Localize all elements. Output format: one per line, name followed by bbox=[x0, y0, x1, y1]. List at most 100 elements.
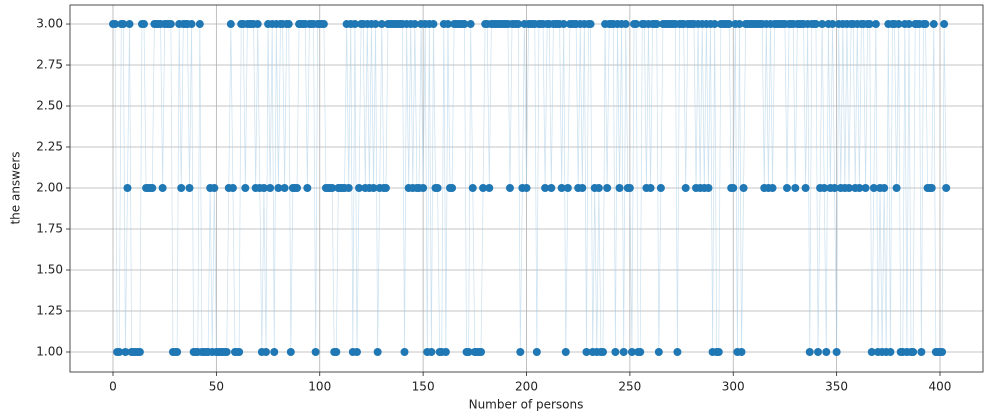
data-point bbox=[195, 20, 204, 29]
y-tick-label: 2.25 bbox=[36, 140, 63, 154]
data-point bbox=[598, 347, 607, 356]
data-point bbox=[319, 20, 328, 29]
data-point bbox=[541, 184, 550, 193]
data-point bbox=[532, 347, 541, 356]
data-point bbox=[293, 184, 302, 193]
data-point bbox=[429, 20, 438, 29]
data-point bbox=[241, 184, 250, 193]
data-point bbox=[259, 184, 268, 193]
data-point bbox=[855, 184, 864, 193]
data-point bbox=[381, 184, 390, 193]
data-point bbox=[625, 184, 634, 193]
data-point bbox=[119, 20, 128, 29]
data-point bbox=[611, 347, 620, 356]
y-tick-label: 2.75 bbox=[36, 58, 63, 72]
data-point bbox=[865, 20, 874, 29]
data-point bbox=[828, 20, 837, 29]
data-point bbox=[927, 184, 936, 193]
data-point bbox=[704, 184, 713, 193]
data-point bbox=[735, 20, 744, 29]
data-point bbox=[443, 20, 452, 29]
data-point bbox=[621, 20, 630, 29]
data-point bbox=[894, 20, 903, 29]
data-point bbox=[768, 184, 777, 193]
data-point bbox=[673, 347, 682, 356]
data-point bbox=[477, 347, 486, 356]
data-point bbox=[235, 347, 244, 356]
data-point bbox=[466, 20, 475, 29]
y-tick-label: 3.00 bbox=[36, 17, 63, 31]
data-point bbox=[328, 184, 337, 193]
data-point bbox=[187, 20, 196, 29]
y-tick-label: 1.50 bbox=[36, 263, 63, 277]
data-point bbox=[433, 184, 442, 193]
data-point bbox=[158, 184, 167, 193]
data-point bbox=[830, 184, 839, 193]
data-point bbox=[123, 184, 132, 193]
data-point bbox=[369, 184, 378, 193]
data-point bbox=[479, 184, 488, 193]
data-point bbox=[904, 20, 913, 29]
data-point bbox=[725, 20, 734, 29]
data-point bbox=[586, 20, 595, 29]
data-point bbox=[111, 20, 120, 29]
data-point bbox=[125, 20, 134, 29]
data-point bbox=[869, 184, 878, 193]
data-point bbox=[400, 347, 409, 356]
x-tick-label: 0 bbox=[109, 380, 117, 394]
data-point bbox=[814, 347, 823, 356]
data-point bbox=[739, 184, 748, 193]
data-point bbox=[468, 184, 477, 193]
data-point bbox=[681, 184, 690, 193]
data-point bbox=[636, 347, 645, 356]
data-point bbox=[811, 20, 820, 29]
data-point bbox=[115, 347, 124, 356]
data-point bbox=[871, 20, 880, 29]
plot-frame bbox=[69, 4, 984, 373]
data-point bbox=[355, 184, 364, 193]
data-point bbox=[656, 184, 665, 193]
y-tick-label: 2.00 bbox=[36, 181, 63, 195]
x-axis-label: Number of persons bbox=[469, 398, 584, 412]
data-point bbox=[448, 184, 457, 193]
data-point bbox=[303, 184, 312, 193]
x-tick-label: 100 bbox=[308, 380, 331, 394]
data-point bbox=[594, 184, 603, 193]
data-point bbox=[173, 347, 182, 356]
data-point bbox=[286, 347, 295, 356]
data-point bbox=[311, 347, 320, 356]
data-point bbox=[801, 184, 810, 193]
data-point bbox=[284, 20, 293, 29]
data-point bbox=[845, 184, 854, 193]
x-tick-label: 350 bbox=[825, 380, 848, 394]
data-point bbox=[419, 184, 428, 193]
data-point bbox=[921, 20, 930, 29]
data-point bbox=[582, 347, 591, 356]
y-tick-label: 2.50 bbox=[36, 99, 63, 113]
data-point bbox=[619, 347, 628, 356]
data-point bbox=[344, 184, 353, 193]
data-point bbox=[522, 184, 531, 193]
x-tick-label: 400 bbox=[929, 380, 952, 394]
data-point bbox=[791, 184, 800, 193]
data-point bbox=[563, 184, 572, 193]
data-point bbox=[729, 184, 738, 193]
data-point bbox=[261, 347, 270, 356]
data-point bbox=[441, 347, 450, 356]
x-tick-label: 50 bbox=[209, 380, 224, 394]
data-point bbox=[377, 20, 386, 29]
data-point bbox=[559, 20, 568, 29]
data-point bbox=[266, 184, 275, 193]
data-point bbox=[148, 184, 157, 193]
data-point bbox=[350, 20, 359, 29]
data-point bbox=[547, 184, 556, 193]
y-tick-label: 1.75 bbox=[36, 222, 63, 236]
data-point bbox=[886, 347, 895, 356]
data-point bbox=[332, 347, 341, 356]
data-point bbox=[121, 347, 130, 356]
data-point bbox=[909, 347, 918, 356]
data-point bbox=[505, 184, 514, 193]
data-point bbox=[185, 184, 194, 193]
data-point bbox=[228, 184, 237, 193]
